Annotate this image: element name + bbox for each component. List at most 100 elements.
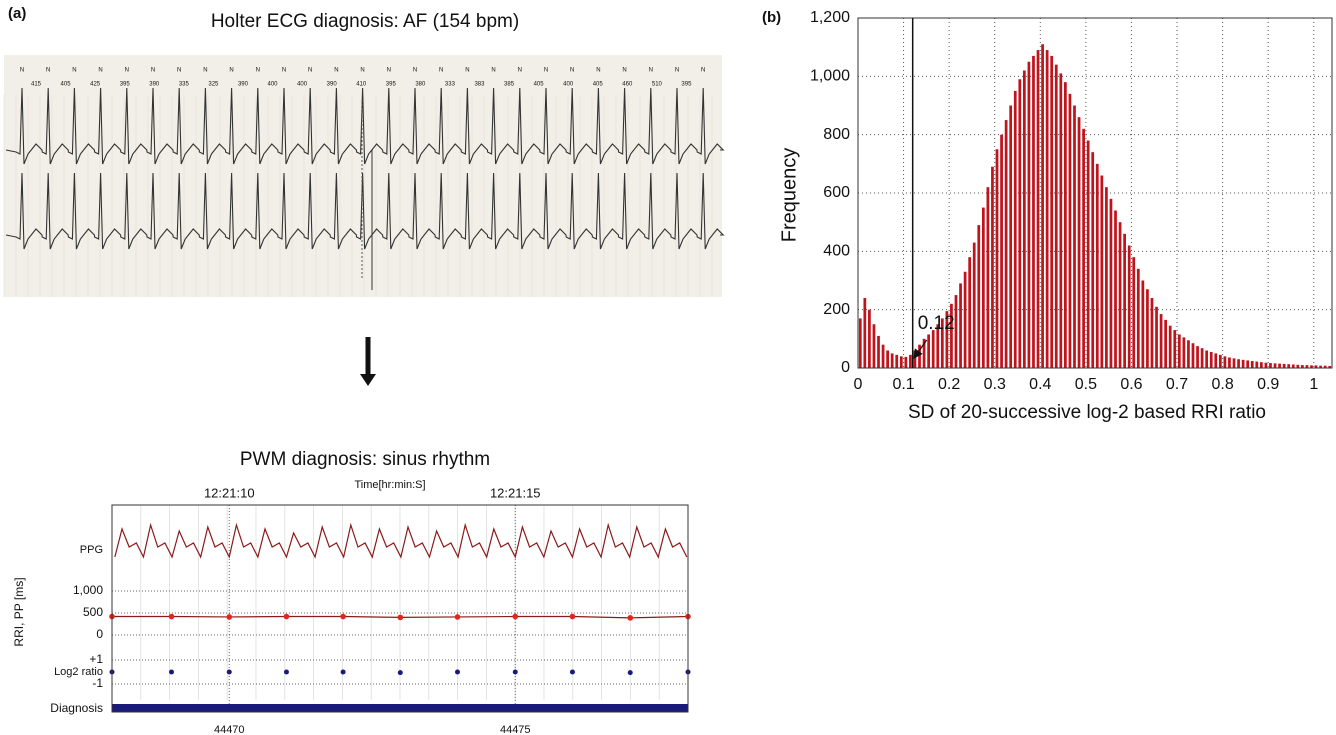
rr-label: 400 — [563, 82, 574, 88]
x-tick-label: 0.7 — [1166, 376, 1188, 393]
rr-label: 395 — [386, 82, 397, 88]
bar — [1310, 365, 1313, 368]
bar — [963, 271, 967, 368]
beat-marker: N — [282, 68, 286, 74]
bar — [913, 350, 917, 368]
bar — [1095, 163, 1099, 368]
rr-label: 390 — [327, 82, 338, 88]
bar — [1032, 55, 1035, 369]
bar — [1182, 337, 1186, 368]
x-tick-label: 0.6 — [1120, 376, 1142, 393]
bar — [1041, 44, 1044, 368]
point — [168, 669, 174, 675]
bar — [1109, 198, 1113, 368]
y-tick-label: 600 — [823, 184, 850, 201]
x-tick-label: 0.5 — [1075, 376, 1097, 393]
y-tick-label: +1 — [89, 652, 103, 666]
beat-marker: N — [701, 68, 705, 74]
ecg-title: Holter ECG diagnosis: AF (154 bpm) — [211, 11, 519, 32]
beat-marker: N — [46, 68, 50, 74]
beat-marker: N — [98, 68, 102, 74]
y-tick-label: 0 — [841, 359, 850, 376]
bar — [858, 318, 862, 368]
point — [512, 613, 519, 620]
x-tick-label: 0.3 — [984, 376, 1006, 393]
rr-label: 395 — [681, 82, 692, 88]
beat-marker: N — [675, 68, 679, 74]
bar — [1187, 340, 1190, 368]
bar — [1273, 363, 1277, 368]
bar — [1118, 222, 1122, 368]
bar — [1205, 350, 1209, 368]
rr-label: 383 — [474, 82, 485, 88]
bar — [1082, 128, 1085, 368]
row-label: PPG — [80, 544, 103, 556]
y-axis-label: Frequency — [778, 148, 800, 243]
ecg-trace — [5, 172, 725, 250]
x-tick-label: 0.1 — [892, 376, 914, 393]
beat-marker: N — [229, 68, 233, 74]
bar — [981, 207, 985, 368]
plot-frame — [111, 504, 689, 713]
arrow-head — [360, 374, 376, 386]
y-tick-label: 500 — [83, 605, 103, 619]
bar — [872, 324, 876, 368]
bar — [886, 350, 889, 368]
bar — [991, 166, 994, 368]
bar — [1050, 55, 1054, 369]
bar — [945, 311, 949, 368]
x-tick-label: 1 — [1309, 376, 1318, 393]
time-tick-label: 12:21:15 — [490, 485, 541, 500]
point — [226, 669, 232, 675]
x-tick-label: 0 — [854, 376, 863, 393]
point — [340, 613, 346, 620]
point — [627, 615, 634, 621]
strip-title: PWM diagnosis: sinus rhythm — [240, 449, 490, 470]
beat-marker: N — [360, 68, 364, 74]
point — [454, 669, 460, 675]
bar — [1159, 314, 1163, 368]
bar — [1214, 353, 1218, 368]
rr-label: 395 — [120, 82, 131, 88]
beat-marker: N — [334, 68, 338, 74]
beat-marker: N — [256, 68, 260, 74]
bar — [1296, 364, 1300, 368]
rr-label: 400 — [297, 82, 308, 88]
rr-label: 415 — [31, 82, 42, 88]
beat-marker: N — [151, 68, 155, 74]
bar — [1155, 306, 1158, 368]
point — [627, 670, 633, 676]
point — [512, 669, 518, 675]
rr-label: 385 — [504, 82, 515, 88]
bar — [1323, 365, 1327, 368]
y-tick-label: -1 — [92, 676, 103, 690]
bar — [1269, 363, 1272, 368]
bar — [1127, 245, 1131, 368]
rr-label: 380 — [415, 82, 426, 88]
beat-marker: N — [491, 68, 495, 74]
bar — [940, 318, 944, 368]
bar — [1228, 357, 1231, 368]
bar — [927, 334, 931, 368]
y-tick-label: 1,000 — [810, 68, 850, 85]
bar — [1150, 298, 1154, 368]
point — [283, 669, 289, 675]
bar — [1054, 64, 1058, 369]
bar — [1064, 82, 1067, 369]
bar — [877, 335, 880, 368]
beat-marker: N — [439, 68, 443, 74]
point — [454, 614, 461, 620]
bar — [995, 149, 999, 368]
bar — [1068, 93, 1072, 368]
beat-marker: N — [622, 68, 626, 74]
bar — [1073, 105, 1076, 368]
panel-label: (a) — [8, 5, 26, 22]
bar — [1232, 358, 1236, 368]
bar — [1123, 233, 1126, 368]
bar — [959, 283, 962, 368]
beat-marker: N — [596, 68, 600, 74]
beat-marker: N — [125, 68, 129, 74]
rr-label: 405 — [61, 82, 72, 88]
diagnosis-bar — [112, 704, 688, 712]
bar — [1146, 289, 1149, 368]
